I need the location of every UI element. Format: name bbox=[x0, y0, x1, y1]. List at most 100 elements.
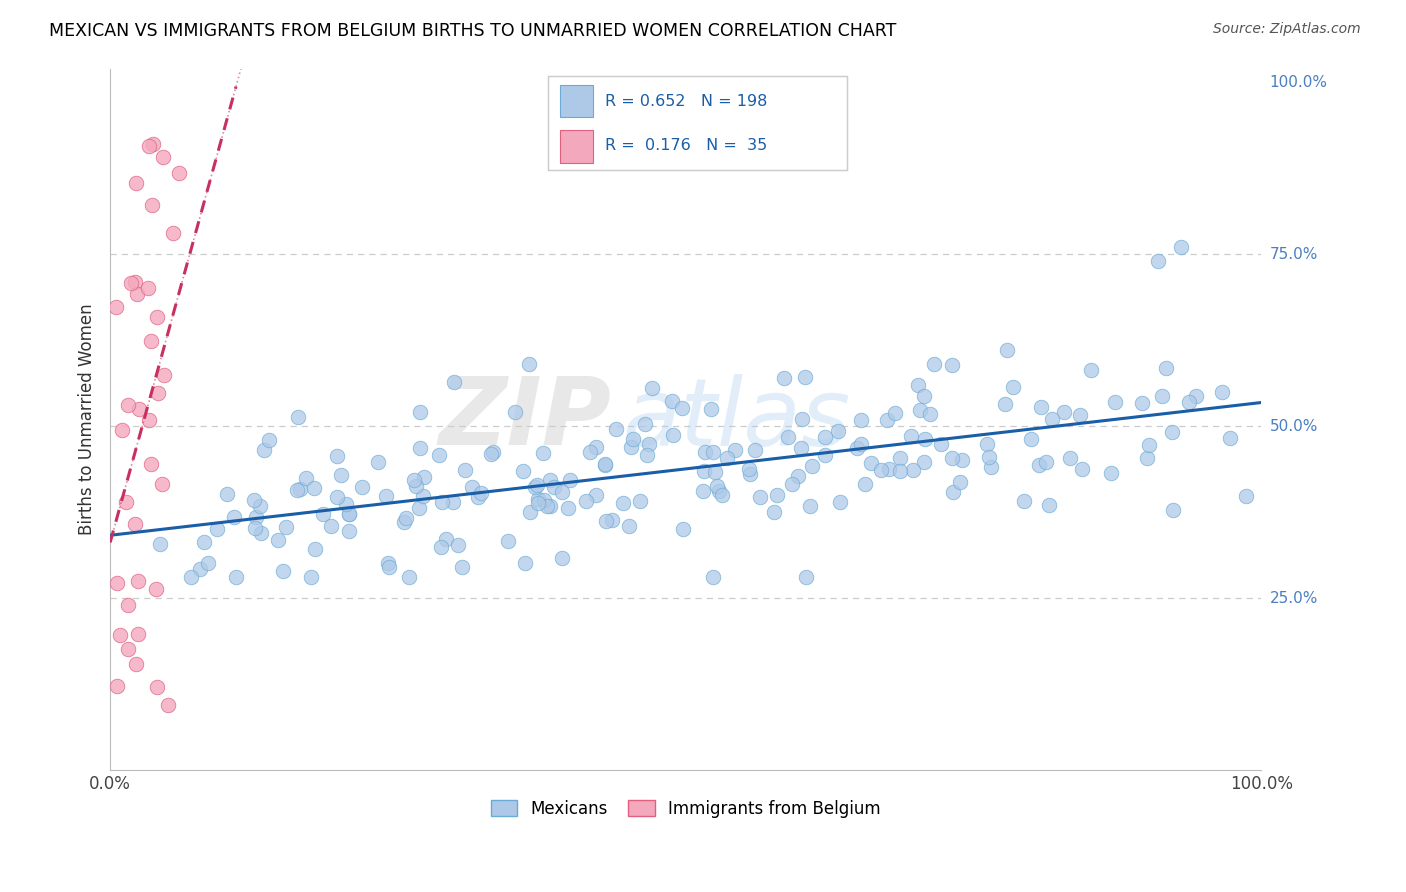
Point bbox=[1137, 438, 1160, 452]
Point bbox=[693, 464, 716, 478]
Point bbox=[828, 495, 851, 509]
Point bbox=[716, 450, 738, 465]
Point bbox=[125, 176, 148, 190]
Point bbox=[408, 500, 430, 515]
Point bbox=[1161, 425, 1184, 439]
Point bbox=[374, 489, 396, 503]
Point bbox=[104, 300, 127, 314]
Point bbox=[430, 495, 453, 509]
Point bbox=[124, 276, 146, 290]
Text: 75.0%: 75.0% bbox=[1270, 247, 1317, 261]
Point bbox=[470, 485, 492, 500]
Point bbox=[447, 538, 470, 552]
Point bbox=[1069, 408, 1091, 422]
Point bbox=[744, 442, 766, 457]
Point bbox=[1035, 455, 1057, 469]
Point bbox=[638, 437, 661, 451]
Point bbox=[1071, 462, 1094, 476]
Point bbox=[197, 557, 219, 571]
Point bbox=[595, 514, 617, 528]
Point bbox=[149, 537, 172, 551]
Point bbox=[1053, 405, 1076, 419]
Point bbox=[706, 479, 728, 493]
Point bbox=[931, 436, 953, 450]
Point bbox=[367, 455, 389, 469]
Point bbox=[1012, 493, 1035, 508]
Point bbox=[259, 434, 281, 448]
Point bbox=[273, 564, 295, 578]
Point bbox=[222, 510, 245, 524]
Point bbox=[912, 388, 935, 402]
Point bbox=[138, 139, 160, 153]
Point bbox=[1170, 240, 1192, 254]
Point bbox=[942, 485, 965, 500]
Point bbox=[311, 507, 333, 521]
Point bbox=[995, 343, 1018, 357]
Point bbox=[325, 490, 347, 504]
Point bbox=[412, 489, 434, 503]
Point bbox=[193, 534, 215, 549]
Point bbox=[503, 405, 526, 419]
Point bbox=[167, 166, 190, 180]
Point bbox=[146, 385, 169, 400]
Point bbox=[814, 430, 837, 444]
Point bbox=[692, 483, 714, 498]
Point bbox=[207, 523, 229, 537]
Point bbox=[125, 287, 148, 301]
Point bbox=[853, 476, 876, 491]
Point bbox=[467, 490, 489, 504]
Text: ZIP: ZIP bbox=[439, 373, 612, 466]
Point bbox=[551, 551, 574, 566]
Point bbox=[304, 541, 326, 556]
Point bbox=[790, 412, 813, 426]
Point bbox=[392, 515, 415, 529]
Point bbox=[914, 432, 936, 446]
Text: Source: ZipAtlas.com: Source: ZipAtlas.com bbox=[1213, 22, 1361, 37]
Text: 25.0%: 25.0% bbox=[1270, 591, 1317, 606]
Point bbox=[117, 598, 139, 612]
Point bbox=[1029, 400, 1052, 414]
Point bbox=[125, 657, 148, 671]
Point bbox=[794, 570, 817, 584]
Point bbox=[702, 570, 724, 584]
Point bbox=[605, 422, 627, 436]
Point bbox=[623, 432, 645, 446]
Point bbox=[849, 413, 872, 427]
Point bbox=[889, 464, 911, 478]
Point bbox=[994, 397, 1017, 411]
Point bbox=[1178, 395, 1201, 409]
Point bbox=[671, 401, 693, 415]
Point bbox=[527, 491, 550, 506]
Point bbox=[814, 448, 837, 462]
Point bbox=[1080, 363, 1102, 377]
Point bbox=[1154, 360, 1177, 375]
Point bbox=[593, 457, 616, 471]
Point bbox=[141, 458, 163, 472]
Point bbox=[876, 412, 898, 426]
Point bbox=[153, 368, 176, 382]
Point bbox=[139, 334, 162, 348]
Point bbox=[180, 570, 202, 584]
Point bbox=[434, 533, 457, 547]
Point bbox=[801, 459, 824, 474]
Point bbox=[536, 500, 558, 514]
Point bbox=[849, 437, 872, 451]
Point bbox=[980, 459, 1002, 474]
Point bbox=[479, 447, 502, 461]
Point bbox=[780, 476, 803, 491]
Point bbox=[377, 557, 399, 571]
Point bbox=[884, 406, 907, 420]
Point bbox=[900, 429, 922, 443]
Point bbox=[912, 455, 935, 469]
Point bbox=[152, 149, 174, 163]
Point bbox=[517, 357, 540, 371]
Point bbox=[1185, 389, 1208, 403]
Point bbox=[575, 493, 598, 508]
Point bbox=[337, 508, 360, 522]
Point bbox=[700, 402, 723, 417]
Point bbox=[949, 475, 972, 489]
Y-axis label: Births to Unmarried Women: Births to Unmarried Women bbox=[79, 303, 96, 535]
Point bbox=[579, 445, 602, 459]
Point bbox=[526, 496, 548, 510]
Point bbox=[787, 469, 810, 483]
